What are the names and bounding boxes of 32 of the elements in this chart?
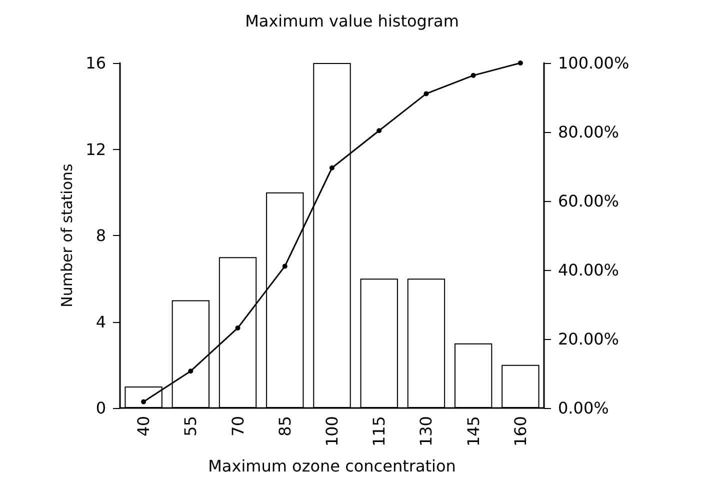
point (141, 399, 146, 404)
x-tick-label: 115 (370, 416, 389, 447)
x-tick-label: 130 (416, 416, 436, 447)
y2-tick-label: 20.00% (558, 330, 620, 348)
y2-tick-label: 40.00% (558, 260, 620, 280)
point (518, 60, 523, 66)
point (330, 165, 334, 170)
point (282, 264, 288, 269)
x-tick-label: 55 (181, 416, 200, 436)
y2-tick-label: 100.00% (558, 54, 630, 72)
x-tick-label: 145 (464, 416, 483, 447)
point (376, 128, 382, 134)
y-axis-title: Number of stations (58, 163, 76, 308)
point (188, 368, 194, 374)
y-tick-label: 12 (86, 140, 106, 159)
point (235, 325, 240, 330)
y-tick-label: 4 (96, 312, 106, 332)
point (424, 91, 429, 96)
y-tick-label: 0 (96, 398, 106, 418)
point (470, 72, 476, 78)
chart-title: Maximum value histogram (245, 12, 459, 30)
y-tick-label: 8 (96, 226, 106, 245)
x-axis-title: Maximum ozone concentration (208, 456, 456, 476)
x-tick-label: 85 (275, 416, 294, 436)
y2-tick-label: 80.00% (558, 122, 620, 142)
y2-tick-label: 0.00% (558, 398, 609, 418)
x-tick-label: 160 (510, 416, 530, 447)
y-tick-label: 16 (86, 54, 106, 72)
x-tick-label: 40 (134, 416, 154, 436)
y2-tick-label: 60.00% (558, 192, 620, 210)
x-tick-label: 100 (322, 416, 342, 447)
x-tick-label: 70 (228, 416, 248, 436)
